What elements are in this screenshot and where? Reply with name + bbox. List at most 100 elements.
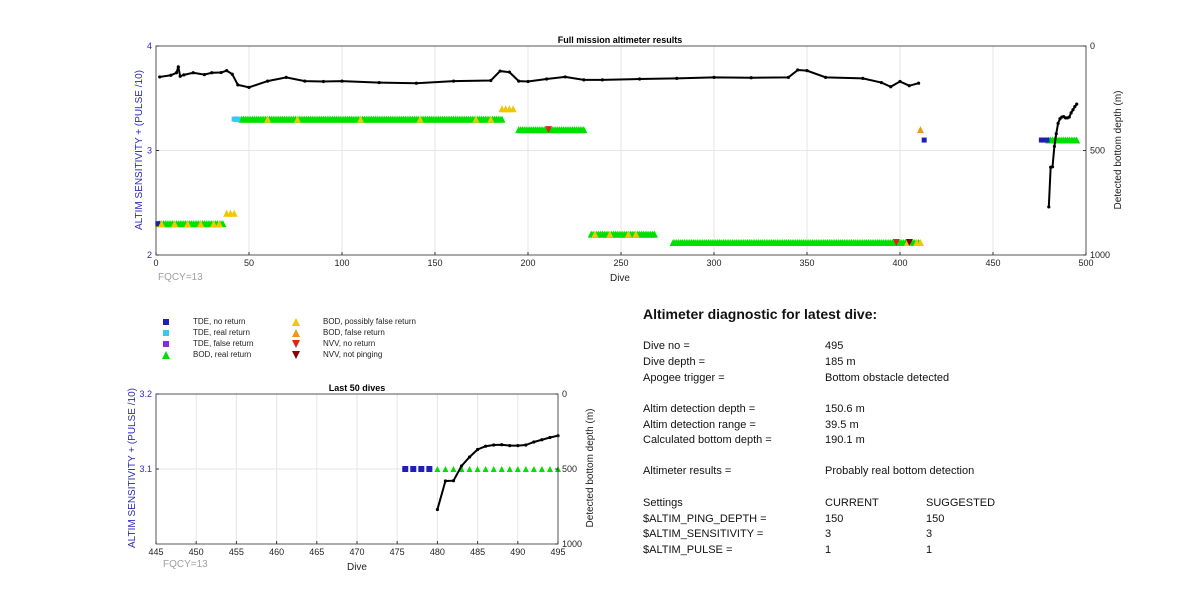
setting-label: $ALTIM_SENSITIVITY = xyxy=(643,528,764,540)
depth-point xyxy=(340,79,344,83)
legend-label: TDE, real return xyxy=(193,328,250,337)
bod-real-marker xyxy=(1073,136,1081,144)
bod-possibly-false-return-marker xyxy=(215,220,223,228)
diagnostic-label: Dive depth = xyxy=(643,356,706,368)
legend-label: BOD, possibly false return xyxy=(323,317,416,326)
x-tick-label: 500 xyxy=(1078,258,1093,268)
diagnostic-value: 150.6 m xyxy=(825,403,865,415)
depth-point xyxy=(266,79,270,83)
depth-point xyxy=(507,70,511,74)
bod-real-return-marker xyxy=(555,466,561,472)
depth-point xyxy=(524,443,528,447)
plot-frame xyxy=(155,45,1087,256)
depth-point xyxy=(1075,102,1079,106)
settings-header-suggested: SUGGESTED xyxy=(926,497,996,509)
nvv-no-return-marker xyxy=(892,238,900,246)
recent-ylabel: ALTIM SENSITIVITY + (PULSE /10) xyxy=(127,388,138,548)
x-tick-label: 465 xyxy=(309,547,324,557)
x-tick-label: 445 xyxy=(148,547,163,557)
depth-point xyxy=(414,81,418,85)
setting-label: $ALTIM_PULSE = xyxy=(643,544,733,556)
legend-item-bod-false-return: BOD, false return xyxy=(285,328,455,338)
legend-item-tde-false-return: TDE, false return xyxy=(155,339,295,349)
depth-point xyxy=(1050,165,1055,169)
depth-point xyxy=(516,444,520,448)
tde-no-return-marker xyxy=(402,466,409,472)
legend-marker xyxy=(162,351,170,359)
tde-real-return-marker xyxy=(231,116,237,122)
depth-point xyxy=(532,440,536,444)
recent-fqcy-annotation: FQCY=13 xyxy=(163,559,208,570)
x-tick-label: 250 xyxy=(613,258,628,268)
altimeter-diagnostic-panel: Altimeter diagnostic for latest dive: Di… xyxy=(643,306,1163,566)
bod-possibly-false-return-marker xyxy=(357,115,365,123)
legend-marker xyxy=(163,341,169,347)
recent-bottom-depth-line xyxy=(1047,103,1078,207)
depth-point xyxy=(492,443,496,447)
x-tick-label: 50 xyxy=(244,258,254,268)
diagnostic-value: 39.5 m xyxy=(825,419,859,431)
recent-title: Last 50 dives xyxy=(329,383,386,393)
legend-marker xyxy=(163,330,169,336)
tde-no-return-marker xyxy=(418,466,425,472)
bod-possibly-false-return-marker xyxy=(632,230,640,238)
legend-marker xyxy=(292,318,300,326)
diagnostic-value: 185 m xyxy=(825,356,856,368)
x-tick-label: 460 xyxy=(269,547,284,557)
nvv-no-return-marker xyxy=(544,126,552,134)
bod-possibly-false-return-marker xyxy=(472,115,480,123)
bod-possibly-false-return-marker xyxy=(197,220,205,228)
legend-label: TDE, false return xyxy=(193,339,254,348)
x-tick-label: 480 xyxy=(430,547,445,557)
legend-marker xyxy=(292,351,300,359)
bod-false-return-marker xyxy=(916,126,924,134)
depth-point xyxy=(786,75,791,79)
depth-point xyxy=(1067,115,1071,119)
x-tick-label: 450 xyxy=(189,547,204,557)
diagnostic-label: Calculated bottom depth = xyxy=(643,434,772,446)
bod-possibly-false-return-marker xyxy=(416,115,424,123)
depth-point xyxy=(563,75,567,79)
diagnostic-value: Probably real bottom detection xyxy=(825,465,975,477)
bod-possibly-false-return-marker xyxy=(624,230,632,238)
setting-current: 1 xyxy=(825,544,832,556)
depth-point xyxy=(917,81,921,85)
depth-point xyxy=(500,443,504,447)
setting-label: $ALTIM_PING_DEPTH = xyxy=(643,513,767,525)
bod-real-return-marker xyxy=(434,466,441,472)
depth-point xyxy=(545,77,549,81)
depth-point xyxy=(176,65,180,69)
diagnostic-label: Apogee trigger = xyxy=(643,372,725,384)
depth-point xyxy=(225,69,229,73)
depth-point xyxy=(898,79,902,84)
main-ylabel: ALTIM SENSITIVITY + (PULSE /10) xyxy=(134,70,145,230)
diagnostic-value: 190.1 m xyxy=(825,434,865,446)
depth-point xyxy=(303,79,307,83)
depth-point xyxy=(548,435,552,440)
depth-point xyxy=(824,75,828,79)
depth-point xyxy=(498,69,502,73)
bod-real-return-marker xyxy=(514,466,521,472)
tde-no-return-marker xyxy=(921,137,927,143)
bod-real-return-marker xyxy=(458,466,465,472)
tde-no-return-marker xyxy=(426,466,433,472)
bod-real-marker xyxy=(580,126,588,134)
bod-real-return-marker xyxy=(506,466,513,472)
depth-point xyxy=(675,76,679,80)
recent-grid xyxy=(155,393,559,544)
main-grid xyxy=(155,45,1087,256)
recent-xlabel: Dive xyxy=(347,562,367,573)
depth-point xyxy=(202,73,206,77)
bod-real-return-marker xyxy=(490,466,497,472)
depth-point xyxy=(1073,105,1077,109)
x-tick-label: 0 xyxy=(153,258,158,268)
recent-axes: 445 450 455 460 465 470 475 480 485 490 495 3.1 3.2 1… xyxy=(139,389,582,557)
bod-possibly-false-return-marker xyxy=(184,220,192,228)
diagnostic-label: Altimeter results = xyxy=(643,465,732,477)
depth-point xyxy=(476,447,480,452)
tde-no-return-marker xyxy=(410,466,417,472)
depth-point xyxy=(219,70,223,75)
main-title: Full mission altimeter results xyxy=(558,35,683,45)
depth-point xyxy=(1069,111,1073,115)
x-tick-label: 100 xyxy=(334,258,349,268)
